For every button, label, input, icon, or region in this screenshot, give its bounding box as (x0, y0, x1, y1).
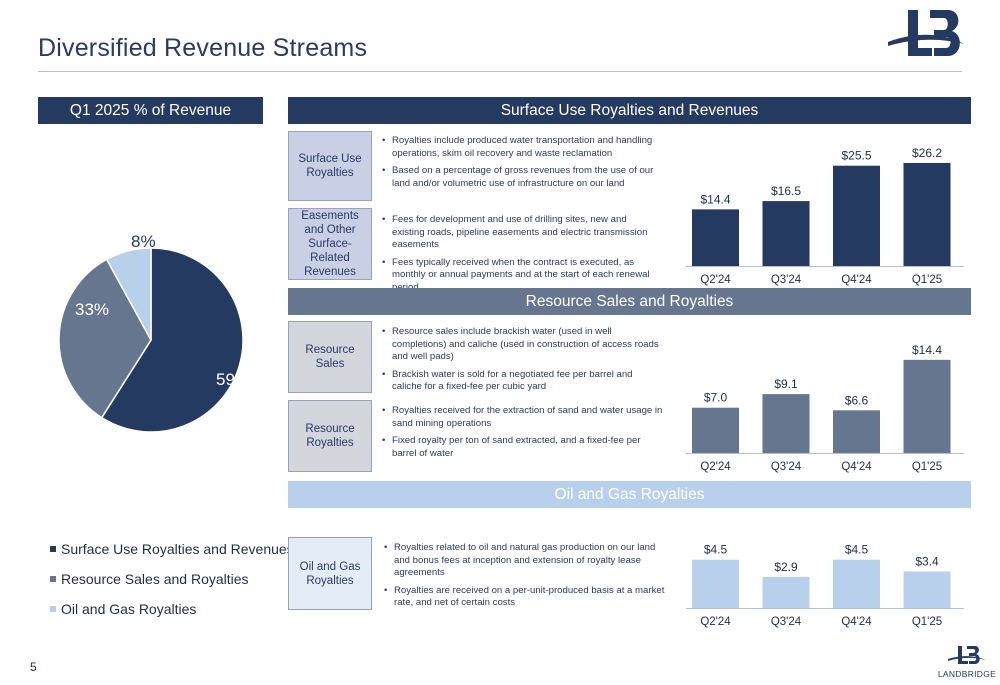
bar (903, 571, 951, 608)
bar-category-label: Q2'24 (700, 461, 731, 473)
bar (833, 165, 880, 266)
bullet-item: Based on a percentage of gross revenues … (380, 165, 660, 190)
bar (692, 559, 739, 608)
bar-category-label: Q1'25 (912, 274, 942, 286)
bar-value-label: $3.4 (915, 555, 939, 569)
bar-category-label: Q4'24 (841, 461, 872, 473)
bar-value-label: $16.5 (771, 184, 801, 198)
bullet-item: Royalties include produced water transpo… (380, 135, 660, 160)
bullet-item: Royalties related to oil and natural gas… (382, 542, 667, 580)
resource-section-title: Resource Sales and Royalties (525, 292, 734, 310)
title-divider (38, 71, 962, 72)
legend-swatch-resource (50, 576, 56, 582)
bar-category-label: Q3'24 (771, 461, 802, 473)
bar-category-label: Q3'24 (771, 616, 802, 628)
pie-panel-title: Q1 2025 % of Revenue (69, 101, 232, 119)
resource-sales-label: Resource Sales (305, 344, 355, 370)
legend-item-surface: Surface Use Royalties and Revenues (50, 540, 294, 558)
pie-panel-header: Q1 2025 % of Revenue (38, 97, 263, 124)
bar-value-label: $25.5 (841, 149, 871, 163)
legend-label-resource: Resource Sales and Royalties (61, 571, 249, 587)
page-title: Diversified Revenue Streams (38, 34, 368, 62)
surface-section-header: Surface Use Royalties and Revenues (288, 97, 971, 124)
bar-value-label: $14.4 (912, 343, 942, 357)
bar (833, 410, 880, 453)
bar-category-label: Q1'25 (912, 616, 942, 628)
legend-label-oilgas: Oil and Gas Royalties (61, 601, 197, 617)
bar (692, 407, 739, 453)
landbridge-footer-logo-icon: LANDBRIDGE (938, 646, 996, 679)
bar-value-label: $9.1 (774, 377, 798, 391)
easements-label: Easements and Other Surface-Related Reve… (301, 210, 359, 278)
bar (903, 162, 951, 266)
bar (762, 576, 810, 608)
bar-value-label: $4.5 (704, 543, 728, 557)
bar-category-label: Q2'24 (700, 616, 731, 628)
surface-use-royalties-box: Surface Use Royalties (288, 131, 372, 201)
surface-use-royalties-bullets: Royalties include produced water transpo… (380, 135, 660, 195)
bullet-item: Fixed royalty per ton of sand extracted,… (380, 435, 665, 460)
bar-category-label: Q3'24 (771, 274, 802, 286)
pie-slice-label: 59% (216, 370, 250, 389)
bar (903, 359, 951, 453)
bullet-item: Royalties received for the extraction of… (380, 405, 665, 430)
bar-value-label: $6.6 (845, 393, 869, 407)
bullet-item: Royalties are received on a per-unit-pro… (382, 585, 667, 610)
bar-value-label: $7.0 (704, 391, 728, 405)
easements-bullets: Fees for development and use of drilling… (380, 214, 660, 299)
bullet-item: Fees for development and use of drilling… (380, 214, 660, 252)
oilgas-royalties-box: Oil and Gas Royalties (288, 537, 372, 610)
surface-section-title: Surface Use Royalties and Revenues (500, 101, 759, 119)
resource-bar-chart: $7.0 Q2'24 $9.1 Q3'24 $6.6 Q4'24 $14.4 Q1'25 (686, 343, 964, 473)
bar-value-label: $14.4 (700, 192, 730, 206)
surface-bar-chart: $14.4 Q2'24 $16.5 Q3'24 $25.5 Q4'24 $26.2 Q1'25 (686, 146, 964, 286)
bar-category-label: Q4'24 (841, 274, 872, 286)
bar (692, 209, 739, 266)
bullet-item: Brackish water is sold for a negotiated … (380, 369, 665, 394)
resource-royalties-box: Resource Royalties (288, 400, 372, 472)
resource-sales-box: Resource Sales (288, 321, 372, 393)
resource-royalties-bullets: Royalties received for the extraction of… (380, 405, 665, 465)
pie-slice (105, 247, 152, 341)
oilgas-bar-chart: $4.5 Q2'24 $2.9 Q3'24 $4.5 Q4'24 $3.4 Q1'25 (686, 543, 964, 628)
legend-item-resource: Resource Sales and Royalties (50, 570, 294, 588)
legend-item-oilgas: Oil and Gas Royalties (50, 600, 294, 618)
pie-slice-label: 8% (131, 232, 156, 251)
oilgas-royalties-bullets: Royalties related to oil and natural gas… (382, 542, 667, 615)
pie-slice-label: 33% (75, 300, 109, 319)
oilgas-section-header: Oil and Gas Royalties (288, 481, 971, 508)
legend-swatch-surface (50, 546, 56, 552)
bar-value-label: $26.2 (912, 146, 942, 160)
bar-value-label: $4.5 (845, 543, 869, 557)
pie-legend: Surface Use Royalties and Revenues Resou… (50, 540, 294, 630)
bar (762, 201, 810, 266)
page-number: 5 (30, 660, 37, 674)
bar (833, 559, 880, 608)
footer-logo-text: LANDBRIDGE (938, 669, 996, 679)
easements-box: Easements and Other Surface-Related Reve… (288, 208, 372, 280)
legend-label-surface: Surface Use Royalties and Revenues (61, 541, 294, 557)
revenue-pie-chart: 59% 33% 8% (58, 232, 250, 433)
oilgas-royalties-label: Oil and Gas Royalties (299, 560, 361, 587)
bar-value-label: $2.9 (774, 560, 798, 574)
resource-royalties-label: Resource Royalties (305, 423, 355, 449)
pie-slice (100, 247, 244, 433)
bullet-item: Fees typically received when the contrac… (380, 257, 660, 295)
bar-category-label: Q1'25 (912, 461, 942, 473)
legend-swatch-oilgas (50, 606, 56, 612)
surface-use-royalties-label: Surface Use Royalties (298, 153, 362, 179)
bullet-item: Resource sales include brackish water (u… (380, 326, 665, 364)
resource-sales-bullets: Resource sales include brackish water (u… (380, 326, 665, 399)
resource-section-header: Resource Sales and Royalties (288, 288, 971, 315)
landbridge-logo-icon (888, 10, 964, 56)
oilgas-section-title: Oil and Gas Royalties (554, 485, 705, 503)
bar-category-label: Q2'24 (700, 274, 731, 286)
bar-category-label: Q4'24 (841, 616, 872, 628)
bar (762, 394, 810, 453)
